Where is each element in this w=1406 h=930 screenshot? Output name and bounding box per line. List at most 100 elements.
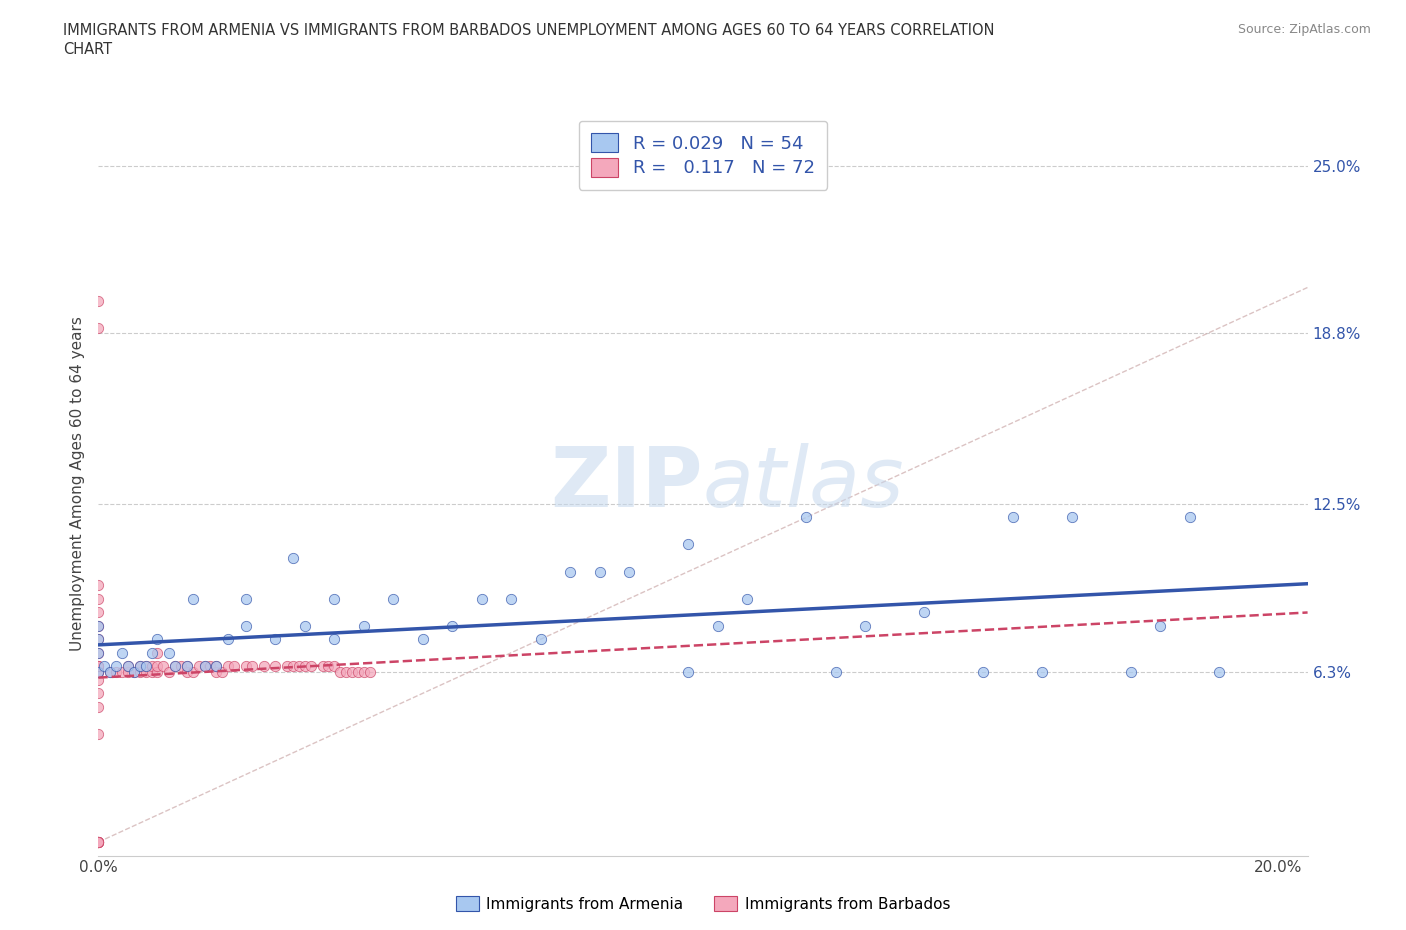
Point bbox=[117, 658, 139, 673]
Point bbox=[146, 664, 169, 679]
Point bbox=[252, 658, 274, 673]
Point bbox=[299, 658, 322, 673]
Point bbox=[170, 658, 193, 673]
Point bbox=[441, 618, 464, 633]
Point bbox=[87, 321, 110, 336]
Point bbox=[200, 658, 222, 673]
Point bbox=[294, 618, 316, 633]
Point bbox=[1208, 664, 1230, 679]
Point bbox=[181, 591, 204, 606]
Point bbox=[382, 591, 405, 606]
Point bbox=[853, 618, 876, 633]
Text: Source: ZipAtlas.com: Source: ZipAtlas.com bbox=[1237, 23, 1371, 36]
Point bbox=[87, 834, 110, 849]
Point bbox=[288, 658, 311, 673]
Point bbox=[323, 658, 346, 673]
Point bbox=[87, 726, 110, 741]
Point bbox=[87, 631, 110, 646]
Point bbox=[619, 565, 641, 579]
Point bbox=[318, 658, 340, 673]
Point bbox=[340, 664, 363, 679]
Point bbox=[560, 565, 582, 579]
Legend: Immigrants from Armenia, Immigrants from Barbados: Immigrants from Armenia, Immigrants from… bbox=[450, 889, 956, 918]
Point bbox=[87, 631, 110, 646]
Point bbox=[222, 658, 245, 673]
Point bbox=[205, 658, 228, 673]
Point bbox=[347, 664, 370, 679]
Point bbox=[146, 658, 169, 673]
Point bbox=[128, 658, 150, 673]
Legend: R = 0.029   N = 54, R =   0.117   N = 72: R = 0.029 N = 54, R = 0.117 N = 72 bbox=[579, 121, 827, 190]
Point bbox=[98, 664, 121, 679]
Point bbox=[187, 658, 209, 673]
Point bbox=[87, 685, 110, 700]
Point bbox=[276, 658, 298, 673]
Point bbox=[87, 294, 110, 309]
Point bbox=[1119, 664, 1142, 679]
Point bbox=[972, 664, 994, 679]
Point bbox=[501, 591, 523, 606]
Point bbox=[122, 664, 145, 679]
Point bbox=[98, 664, 121, 679]
Point bbox=[135, 658, 157, 673]
Point bbox=[87, 618, 110, 633]
Point bbox=[194, 658, 217, 673]
Point bbox=[87, 834, 110, 849]
Point bbox=[353, 664, 375, 679]
Point bbox=[87, 591, 110, 606]
Point bbox=[152, 658, 174, 673]
Point bbox=[87, 645, 110, 660]
Point bbox=[87, 645, 110, 660]
Point bbox=[87, 664, 110, 679]
Point bbox=[264, 631, 287, 646]
Point bbox=[217, 658, 239, 673]
Point bbox=[87, 578, 110, 592]
Point bbox=[165, 658, 187, 673]
Point bbox=[235, 591, 257, 606]
Point bbox=[323, 631, 346, 646]
Point bbox=[141, 645, 163, 660]
Point bbox=[329, 664, 352, 679]
Point bbox=[141, 658, 163, 673]
Point bbox=[87, 699, 110, 714]
Point bbox=[1001, 510, 1024, 525]
Y-axis label: Unemployment Among Ages 60 to 64 years: Unemployment Among Ages 60 to 64 years bbox=[69, 316, 84, 651]
Text: IMMIGRANTS FROM ARMENIA VS IMMIGRANTS FROM BARBADOS UNEMPLOYMENT AMONG AGES 60 T: IMMIGRANTS FROM ARMENIA VS IMMIGRANTS FR… bbox=[63, 23, 995, 38]
Point bbox=[87, 658, 110, 673]
Point bbox=[794, 510, 817, 525]
Point bbox=[87, 618, 110, 633]
Point bbox=[264, 658, 287, 673]
Point bbox=[141, 664, 163, 679]
Point bbox=[530, 631, 553, 646]
Point bbox=[194, 658, 217, 673]
Point bbox=[211, 664, 233, 679]
Point bbox=[87, 834, 110, 849]
Point bbox=[157, 645, 180, 660]
Point bbox=[735, 591, 758, 606]
Point bbox=[135, 658, 157, 673]
Point bbox=[678, 664, 700, 679]
Point bbox=[105, 658, 128, 673]
Point bbox=[87, 658, 110, 673]
Point bbox=[311, 658, 333, 673]
Point bbox=[87, 604, 110, 619]
Point bbox=[1060, 510, 1083, 525]
Point bbox=[128, 658, 150, 673]
Point bbox=[281, 551, 304, 565]
Text: CHART: CHART bbox=[63, 42, 112, 57]
Point bbox=[87, 834, 110, 849]
Point bbox=[157, 664, 180, 679]
Point bbox=[111, 645, 134, 660]
Point bbox=[105, 664, 128, 679]
Point bbox=[281, 658, 304, 673]
Point bbox=[87, 834, 110, 849]
Point bbox=[706, 618, 728, 633]
Point bbox=[335, 664, 357, 679]
Point bbox=[235, 618, 257, 633]
Point bbox=[205, 664, 228, 679]
Point bbox=[294, 658, 316, 673]
Point bbox=[87, 834, 110, 849]
Point bbox=[240, 658, 263, 673]
Point bbox=[87, 834, 110, 849]
Text: atlas: atlas bbox=[703, 443, 904, 525]
